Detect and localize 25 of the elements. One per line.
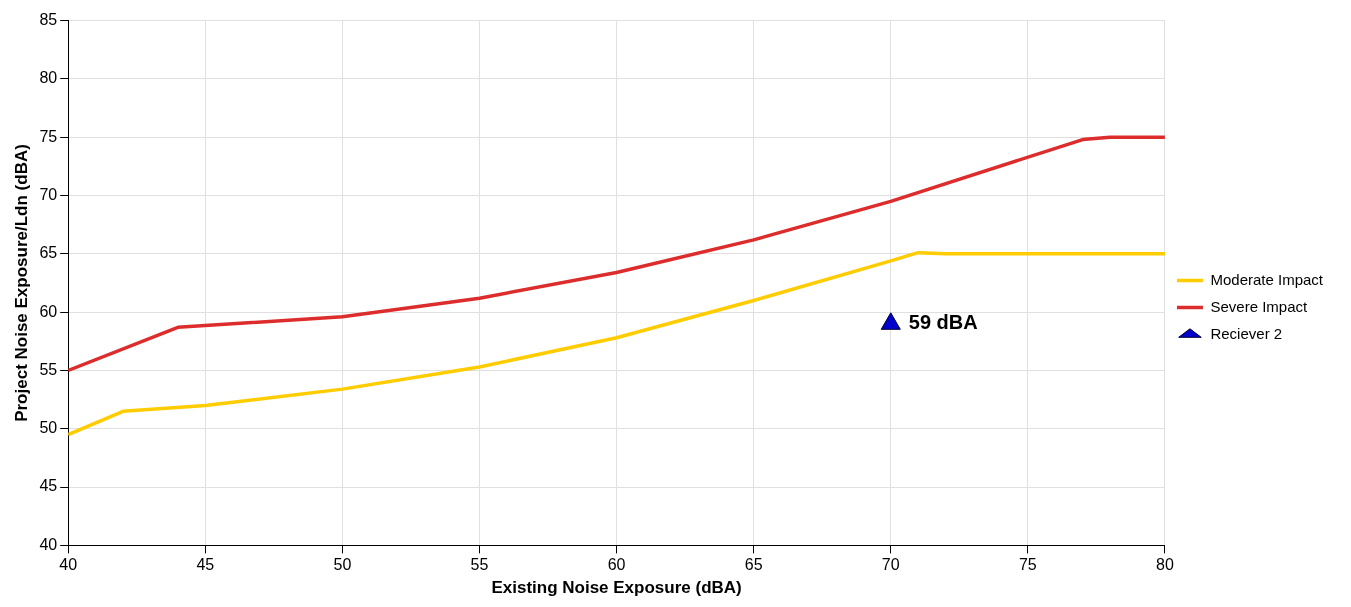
y-tick-label: 55 bbox=[39, 360, 58, 378]
y-tick-label: 60 bbox=[39, 302, 58, 320]
annotation: 59 dBA bbox=[908, 311, 978, 334]
legend-label: Moderate Impact bbox=[1210, 270, 1324, 288]
x-tick-label: 65 bbox=[744, 556, 763, 574]
legend-label: Severe Impact bbox=[1210, 297, 1308, 315]
y-tick-label: 45 bbox=[39, 477, 58, 495]
x-tick-label: 40 bbox=[59, 556, 78, 574]
y-axis-title: Project Noise Exposure/Ldn (dBA) bbox=[11, 144, 31, 422]
y-tick-label: 70 bbox=[39, 185, 58, 203]
y-tick-label: 40 bbox=[39, 535, 58, 553]
x-tick-label: 60 bbox=[607, 556, 626, 574]
y-tick-label: 85 bbox=[39, 11, 58, 29]
y-tick-label: 80 bbox=[39, 69, 58, 87]
x-tick-label: 80 bbox=[1156, 556, 1174, 574]
x-tick-label: 50 bbox=[333, 556, 352, 574]
legend-label: Reciever 2 bbox=[1210, 324, 1283, 342]
x-tick-label: 70 bbox=[881, 556, 900, 574]
y-tick-label: 50 bbox=[39, 419, 58, 437]
x-axis-title: Existing Noise Exposure (dBA) bbox=[491, 578, 742, 598]
y-tick-label: 65 bbox=[39, 244, 58, 262]
x-tick-label: 45 bbox=[196, 556, 215, 574]
y-tick-label: 75 bbox=[39, 127, 58, 145]
x-tick-label: 75 bbox=[1018, 556, 1037, 574]
x-tick-label: 55 bbox=[470, 556, 489, 574]
